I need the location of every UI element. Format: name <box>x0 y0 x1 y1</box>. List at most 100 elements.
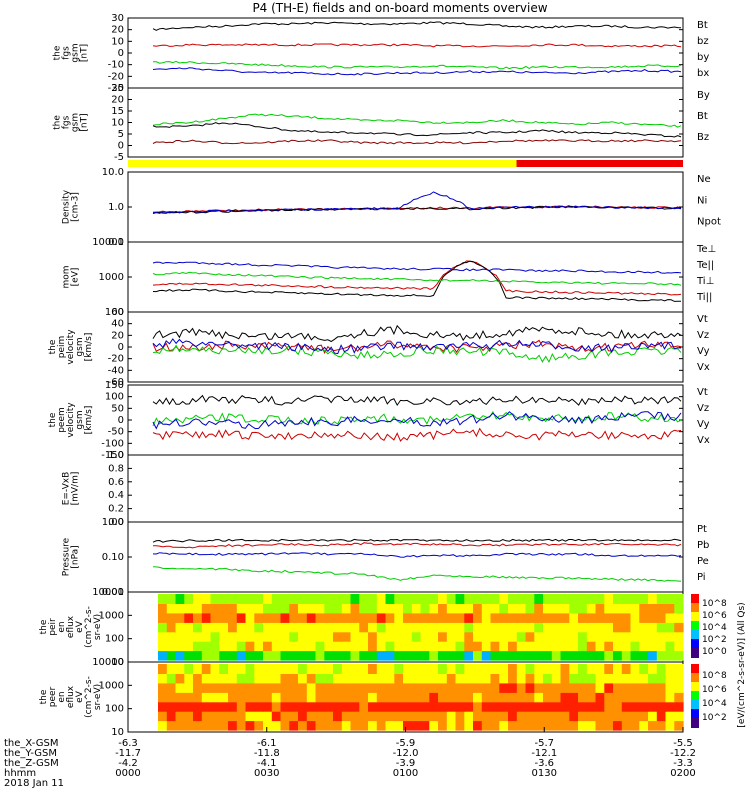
heatmap-cell <box>306 641 317 652</box>
series-line-Ti⊥ <box>152 261 682 274</box>
y-axis-label-line: gsm <box>75 410 85 429</box>
heatmap-cell <box>446 664 457 674</box>
heatmap-cell <box>630 664 640 674</box>
heatmap-cell <box>219 711 229 722</box>
heatmap-cell <box>280 673 290 684</box>
heatmap-cell <box>219 612 229 623</box>
heatmap-cell <box>184 622 194 633</box>
heatmap-cell <box>385 594 395 604</box>
heatmap-cell <box>324 650 334 661</box>
heatmap-cell <box>525 711 535 722</box>
heatmap-cell <box>376 612 387 623</box>
heatmap-cell <box>648 594 658 604</box>
heatmap-cell <box>228 664 238 674</box>
heatmap-cell <box>525 650 535 661</box>
heatmap-cell <box>315 641 325 652</box>
heatmap-cell <box>315 720 325 731</box>
heatmap-cell <box>158 622 168 633</box>
heatmap-cell <box>254 673 264 684</box>
heatmap-cell <box>394 612 404 623</box>
heatmap-cell <box>595 594 605 604</box>
heatmap-cell <box>394 631 404 642</box>
heatmap-cell <box>569 711 579 722</box>
heatmap-cell <box>175 720 185 731</box>
heatmap-cell <box>473 641 483 652</box>
heatmap-cell <box>341 682 352 693</box>
heatmap-cell <box>420 631 430 642</box>
heatmap-cell <box>245 603 255 614</box>
heatmap-cell <box>350 664 360 674</box>
heatmap-cell <box>665 711 675 722</box>
heatmap-cell <box>271 603 282 614</box>
heatmap-cell <box>175 673 185 684</box>
legend-label: Pe <box>697 556 709 567</box>
y-tick-label: -30 <box>108 83 124 94</box>
heatmap-cell <box>306 622 317 633</box>
heatmap-cell <box>446 650 457 661</box>
y-tick-label: 10000 <box>92 237 124 248</box>
heatmap-cell <box>604 641 614 652</box>
heatmap-cell <box>534 701 544 712</box>
heatmap-cell <box>473 603 483 614</box>
heatmap-cell <box>516 720 527 731</box>
heatmap-cell <box>490 641 500 652</box>
heatmap-cell <box>648 622 658 633</box>
heatmap-cell <box>578 650 588 661</box>
x-tick-label: -11.7 <box>115 748 141 759</box>
heatmap-cell <box>289 594 299 604</box>
y-tick-label: 10 <box>111 36 124 47</box>
heatmap-cell <box>665 641 675 652</box>
heatmap-cell <box>613 701 623 712</box>
y-axis-label: the peer en eflux eV (cm^2-s-sr-eV) <box>39 676 103 718</box>
colorbar-tick-label: 10^0 <box>702 647 727 657</box>
heatmap-cell <box>341 641 352 652</box>
y-tick-label: -60 <box>108 377 124 388</box>
heatmap-cell <box>560 641 570 652</box>
heatmap-cell <box>525 641 535 652</box>
heatmap-cell <box>516 603 527 614</box>
heatmap-cell <box>648 641 658 652</box>
heatmap-cell <box>464 720 474 731</box>
series-line-Pb <box>153 542 682 549</box>
y-tick-label: 10 <box>111 657 124 668</box>
heatmap-cell <box>350 711 360 722</box>
heatmap-cell <box>359 692 369 703</box>
heatmap-cell <box>228 701 238 712</box>
heatmap-cell <box>403 631 413 642</box>
heatmap-cell <box>403 701 413 712</box>
heatmap-cell <box>578 720 588 731</box>
heatmap-cell <box>543 720 553 731</box>
heatmap-cell <box>508 664 518 674</box>
heatmap-cell <box>333 612 343 623</box>
heatmap-cell <box>333 720 343 731</box>
heatmap-cell <box>368 603 378 614</box>
figure-title: P4 (TH-E) fields and on-board moments ov… <box>252 1 547 15</box>
heatmap-cell <box>446 603 457 614</box>
heatmap-cell <box>639 692 649 703</box>
heatmap-cell <box>665 650 675 661</box>
heatmap-cell <box>551 631 562 642</box>
heatmap-cell <box>499 692 509 703</box>
heatmap-cell <box>306 612 317 623</box>
heatmap-cell <box>551 692 562 703</box>
y-axis-label-line: gsm <box>75 337 85 356</box>
heatmap-cell <box>464 612 474 623</box>
heatmap-cell <box>455 603 465 614</box>
y-axis-label-line: the <box>53 115 63 130</box>
heatmap-cell <box>613 594 623 604</box>
heatmap-cell <box>289 673 299 684</box>
heatmap-cell <box>385 641 395 652</box>
heatmap-cell <box>656 692 667 703</box>
heatmap-cell <box>403 603 413 614</box>
heatmap-cell <box>210 720 220 731</box>
heatmap-cell <box>499 682 509 693</box>
x-tick-label: 0100 <box>393 768 418 779</box>
heatmap-cell <box>534 650 544 661</box>
heatmap-cell <box>254 692 264 703</box>
heatmap-cell <box>490 622 500 633</box>
series-line-By <box>152 113 682 128</box>
heatmap-cell <box>184 664 194 674</box>
heatmap-cell <box>665 682 675 693</box>
heatmap-cell <box>534 673 544 684</box>
heatmap-cell <box>516 711 527 722</box>
